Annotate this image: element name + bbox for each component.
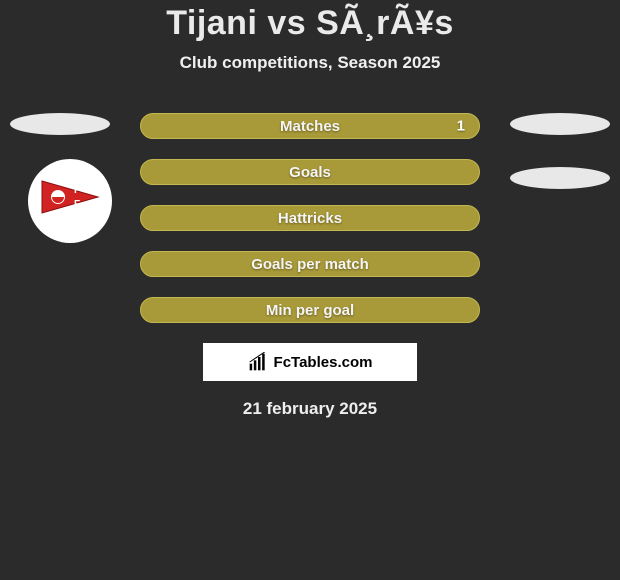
stat-bar-goals: Goals [140, 159, 480, 185]
stat-bar-goals-per-match: Goals per match [140, 251, 480, 277]
content-area: F F Matches 1 Goals Hattricks Goals per … [0, 113, 620, 419]
svg-text:F: F [74, 199, 80, 210]
page-subtitle: Club competitions, Season 2025 [0, 53, 620, 73]
pennant-icon: F F [38, 169, 102, 233]
left-player-ellipse-1 [10, 113, 110, 135]
source-credit[interactable]: FcTables.com [203, 343, 417, 381]
source-text: FcTables.com [274, 354, 373, 371]
stat-label: Matches [280, 118, 340, 135]
stat-label: Min per goal [266, 302, 354, 319]
stat-value: 1 [457, 118, 465, 135]
stat-bar-min-per-goal: Min per goal [140, 297, 480, 323]
right-player-ellipse-1 [510, 113, 610, 135]
date-text: 21 february 2025 [0, 399, 620, 419]
right-player-ellipse-2 [510, 167, 610, 189]
svg-text:F: F [74, 185, 80, 196]
club-badge: F F [28, 159, 112, 243]
stat-bar-matches: Matches 1 [140, 113, 480, 139]
stat-label: Goals [289, 164, 331, 181]
chart-icon [248, 352, 268, 372]
page-title: Tijani vs SÃ¸rÃ¥s [0, 4, 620, 43]
stat-bar-hattricks: Hattricks [140, 205, 480, 231]
stat-bars: Matches 1 Goals Hattricks Goals per matc… [140, 113, 480, 323]
stat-label: Hattricks [278, 210, 342, 227]
stat-label: Goals per match [251, 256, 369, 273]
infographic-root: Tijani vs SÃ¸rÃ¥s Club competitions, Sea… [0, 0, 620, 419]
